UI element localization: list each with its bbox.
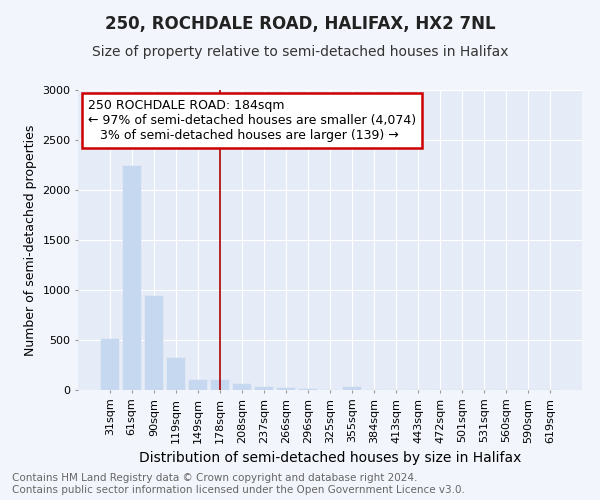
Bar [299, 389, 317, 390]
Bar [343, 387, 361, 390]
Bar [255, 387, 273, 390]
Text: 250, ROCHDALE ROAD, HALIFAX, HX2 7NL: 250, ROCHDALE ROAD, HALIFAX, HX2 7NL [104, 15, 496, 33]
Bar [211, 380, 229, 390]
Text: 250 ROCHDALE ROAD: 184sqm
← 97% of semi-detached houses are smaller (4,074)
   3: 250 ROCHDALE ROAD: 184sqm ← 97% of semi-… [88, 99, 416, 142]
Bar [145, 296, 163, 390]
Bar [233, 384, 251, 390]
Text: Contains HM Land Registry data © Crown copyright and database right 2024.
Contai: Contains HM Land Registry data © Crown c… [12, 474, 465, 495]
Text: Size of property relative to semi-detached houses in Halifax: Size of property relative to semi-detach… [92, 45, 508, 59]
Bar [277, 388, 295, 390]
Bar [189, 380, 206, 390]
Y-axis label: Number of semi-detached properties: Number of semi-detached properties [23, 124, 37, 356]
Bar [123, 166, 140, 390]
Bar [101, 339, 119, 390]
Bar [167, 358, 185, 390]
X-axis label: Distribution of semi-detached houses by size in Halifax: Distribution of semi-detached houses by … [139, 451, 521, 465]
